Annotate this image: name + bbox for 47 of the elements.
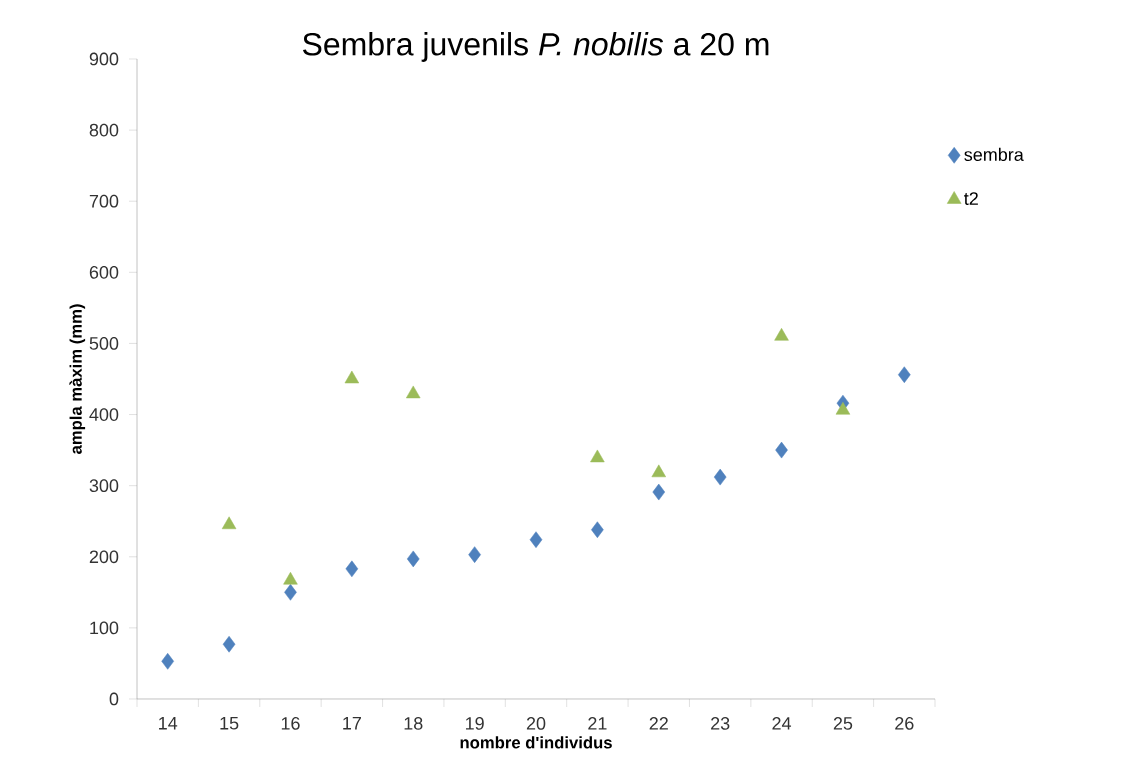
x-tick-label: 23: [711, 717, 730, 730]
legend-label: t2: [964, 192, 978, 205]
point: [835, 402, 851, 415]
y-tick-label: 400: [89, 408, 119, 421]
point: [468, 546, 481, 563]
legend-label: sembra: [964, 147, 1024, 162]
y-tick-label: 900: [89, 52, 119, 66]
x-tick-label: 20: [526, 717, 546, 730]
y-tick-label: 700: [89, 194, 119, 208]
point: [590, 449, 605, 463]
y-tick-label: 200: [89, 550, 119, 564]
chart-title: Sembra juvenils P. nobilis a 20 m: [302, 32, 769, 62]
x-tick-label: 14: [159, 717, 178, 730]
point: [529, 531, 543, 548]
point: [345, 560, 359, 578]
y-tick-label: 800: [89, 123, 119, 137]
point: [284, 584, 297, 601]
x-tick-label: 15: [220, 717, 239, 730]
point: [221, 516, 237, 530]
point: [406, 385, 421, 399]
x-tick-label: 18: [404, 717, 423, 730]
point: [713, 468, 727, 486]
y-axis-title: ampla màxim (mm): [69, 304, 86, 454]
y-tick-label: 0: [109, 692, 119, 706]
y-tick-label: 600: [89, 265, 119, 279]
point: [775, 441, 788, 459]
point: [898, 366, 911, 383]
point: [774, 328, 789, 341]
point: [222, 635, 236, 653]
point: [651, 464, 666, 478]
point: [406, 550, 420, 568]
point: [591, 521, 604, 539]
y-tick-label: 500: [89, 337, 119, 350]
x-tick-label: 25: [833, 717, 853, 730]
x-tick-label: 16: [281, 717, 300, 730]
x-tick-label: 21: [588, 717, 607, 730]
x-tick-label: 26: [895, 717, 914, 730]
point: [161, 653, 174, 670]
x-tick-label: 19: [465, 717, 484, 730]
y-tick-label: 300: [89, 479, 119, 493]
x-tick-label: 24: [772, 717, 792, 730]
point: [652, 483, 666, 501]
y-tick-label: 100: [90, 621, 119, 635]
point: [344, 370, 360, 384]
x-tick-label: 17: [343, 717, 361, 730]
x-axis-title: nombre d'individus: [460, 736, 612, 749]
x-tick-label: 22: [649, 717, 668, 730]
